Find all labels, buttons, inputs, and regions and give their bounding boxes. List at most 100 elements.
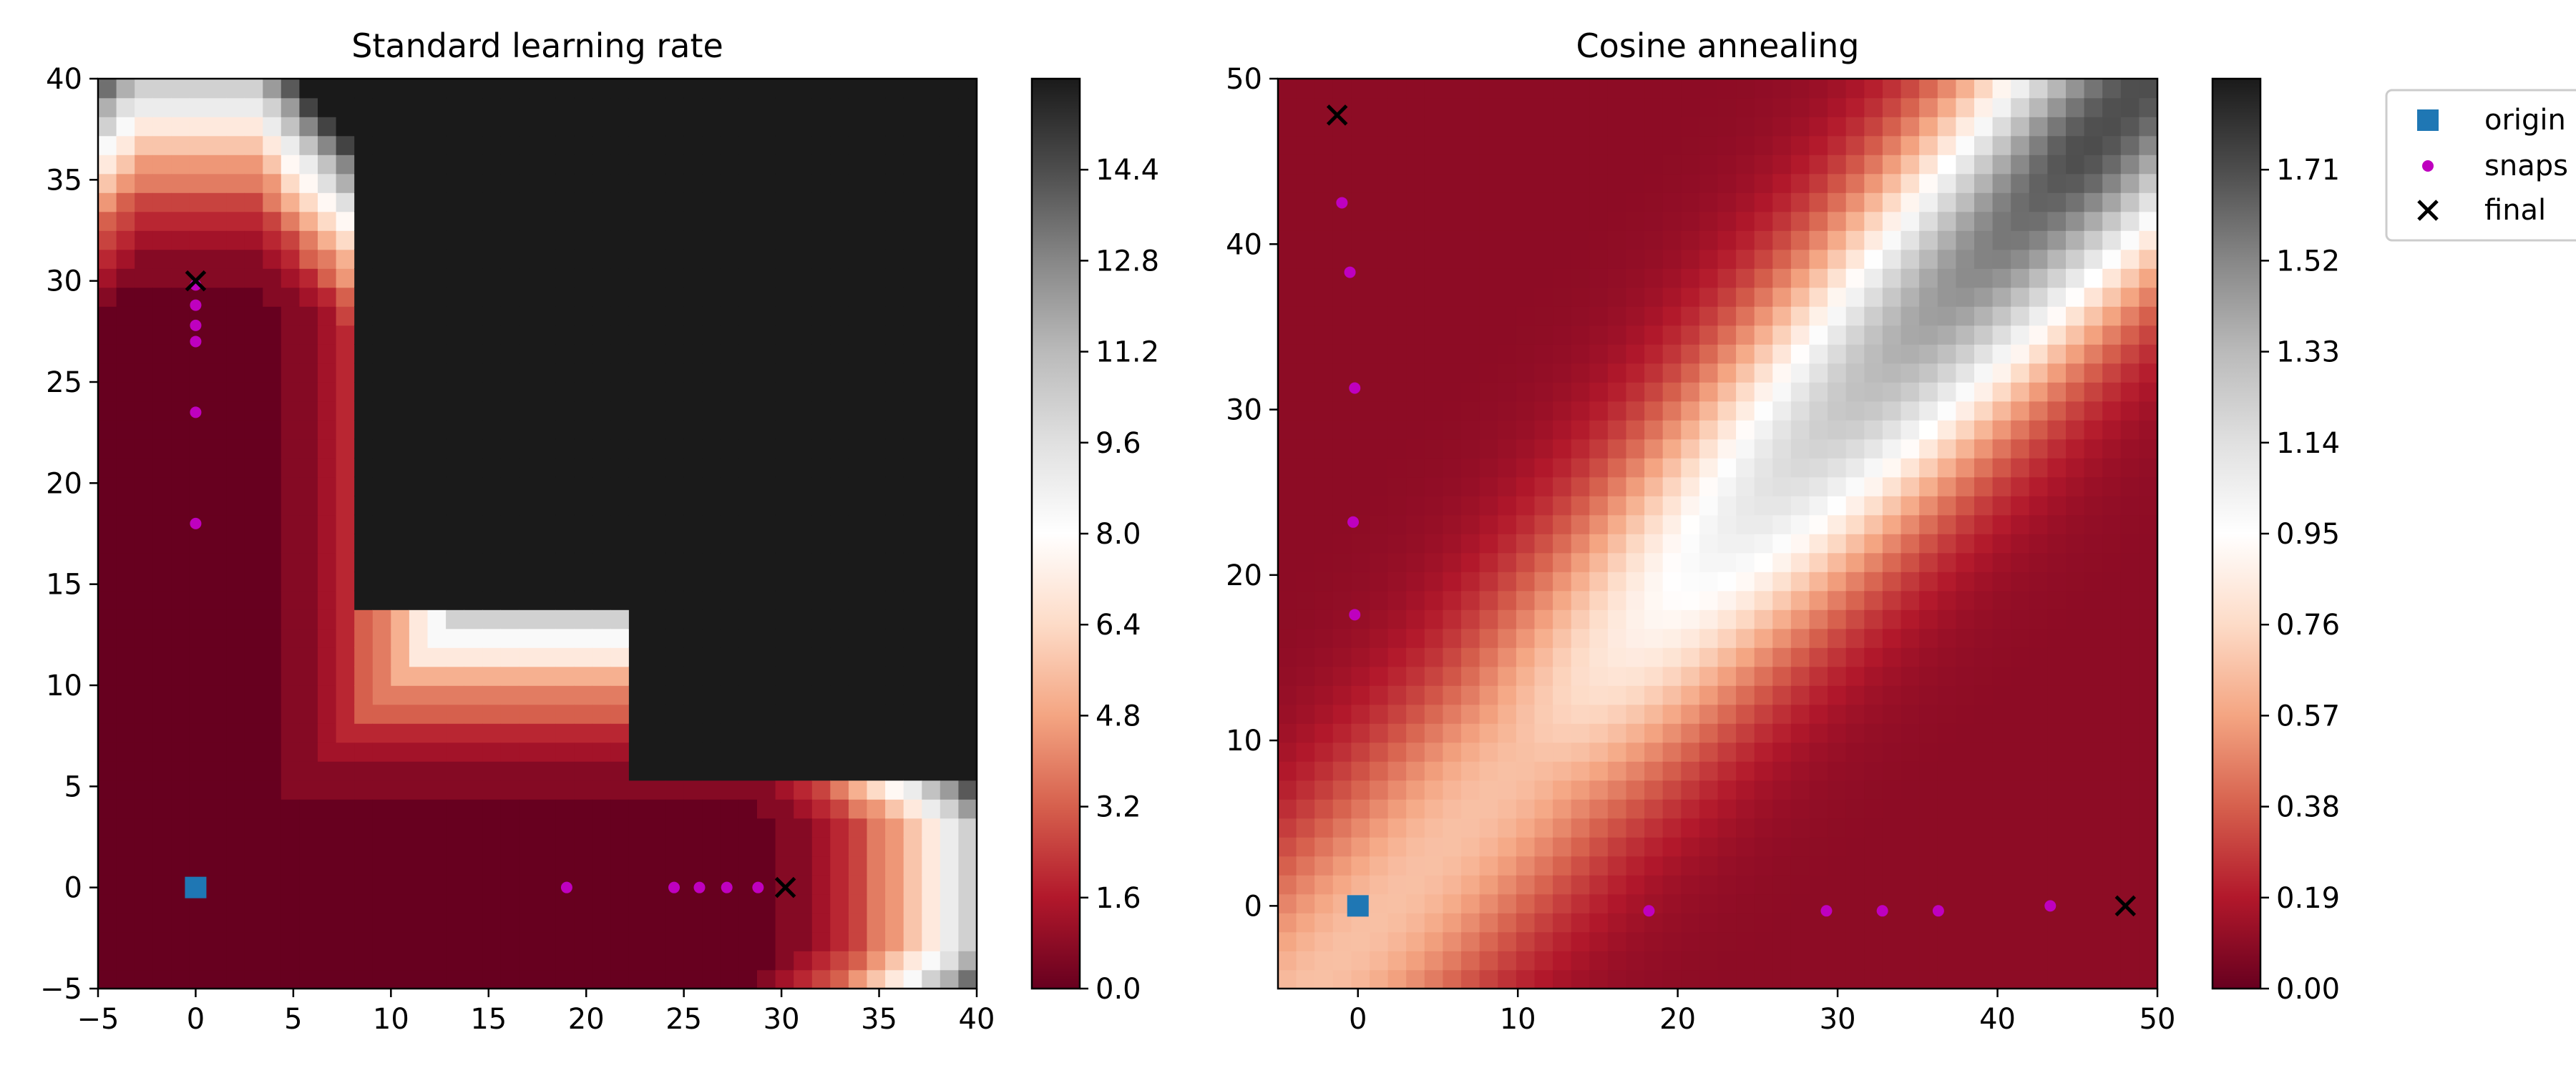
heatmap-cell (2139, 572, 2157, 592)
heatmap-cell (1736, 420, 1755, 440)
heatmap-cell (391, 742, 410, 762)
heatmap-cell (775, 761, 794, 781)
heatmap-cell (1461, 590, 1480, 610)
heatmap-cell (2047, 211, 2067, 231)
heatmap-cell (2029, 438, 2049, 459)
heatmap-cell (1424, 420, 1444, 440)
heatmap-cell (1479, 173, 1498, 193)
heatmap-cell (1314, 951, 1334, 971)
heatmap-cell (2084, 173, 2103, 193)
heatmap-cell (263, 742, 282, 762)
marker-snaps (190, 335, 202, 348)
heatmap-cell (2047, 761, 2067, 781)
heatmap-cell (738, 609, 758, 629)
heatmap-cell (1406, 799, 1425, 819)
heatmap-cell (2066, 496, 2085, 516)
heatmap-cell (794, 249, 813, 269)
heatmap-cell (867, 780, 886, 800)
heatmap-cell (98, 476, 117, 496)
heatmap-cell (1424, 647, 1444, 667)
heatmap-cell (794, 306, 813, 326)
heatmap-cell (1736, 249, 1755, 269)
heatmap-cell (1772, 837, 1792, 857)
heatmap-cell (2102, 514, 2122, 534)
heatmap-cell (1772, 420, 1792, 440)
heatmap-cell (354, 135, 374, 155)
heatmap-cell (940, 969, 960, 989)
heatmap-cell (1644, 685, 1664, 705)
legend-entry-snaps: snaps (2422, 150, 2568, 182)
heatmap-cell (1717, 685, 1737, 705)
heatmap-cell (940, 382, 960, 402)
heatmap-cell (171, 135, 190, 155)
heatmap-cell (1589, 818, 1609, 838)
heatmap-cell (830, 476, 849, 496)
colorbar-tick-label: 0.0 (1096, 973, 1141, 1006)
heatmap-cell (1461, 628, 1480, 648)
heatmap-cell (1370, 401, 1389, 421)
heatmap-cell (1296, 306, 1315, 326)
heatmap-cell (1681, 249, 1700, 269)
heatmap-cell (116, 249, 135, 269)
heatmap-cell (208, 382, 227, 402)
heatmap-cell (244, 534, 264, 554)
heatmap-cell (1662, 799, 1682, 819)
heatmap-cell (628, 931, 648, 951)
heatmap-cell (1571, 647, 1591, 667)
heatmap-cell (1699, 135, 1719, 155)
heatmap-cell (1626, 476, 1645, 496)
heatmap-cell (1681, 438, 1700, 459)
heatmap-cell (848, 476, 868, 496)
heatmap-cell (1498, 552, 1517, 572)
heatmap-cell (592, 496, 612, 516)
heatmap-cell (318, 590, 337, 610)
heatmap-cell (1809, 818, 1828, 838)
heatmap-cell (922, 97, 941, 117)
heatmap-cell (592, 780, 612, 800)
heatmap-cell (1387, 552, 1407, 572)
heatmap-cell (867, 742, 886, 762)
heatmap-cell (1992, 647, 2011, 667)
heatmap-cell (446, 382, 465, 402)
heatmap-cell (1589, 609, 1609, 629)
heatmap-cell (574, 363, 593, 383)
heatmap-cell (940, 893, 960, 913)
heatmap-cell (1498, 590, 1517, 610)
heatmap-cell (409, 135, 429, 155)
heatmap-cell (500, 173, 520, 193)
heatmap-cell (318, 458, 337, 478)
heatmap-cell (610, 97, 630, 117)
heatmap-cell (354, 287, 374, 307)
heatmap-cell (152, 438, 172, 459)
heatmap-field (98, 79, 977, 989)
heatmap-cell (1736, 647, 1755, 667)
heatmap-cell (519, 685, 538, 705)
heatmap-cell (263, 249, 282, 269)
heatmap-cell (885, 534, 904, 554)
heatmap-cell (720, 363, 740, 383)
heatmap-cell (775, 552, 794, 572)
heatmap-cell (280, 249, 301, 269)
heatmap-cell (1332, 799, 1352, 819)
heatmap-cell (903, 666, 923, 686)
heatmap-cell (354, 761, 374, 781)
heatmap-cell (1754, 590, 1774, 610)
heatmap-cell (1736, 685, 1755, 705)
heatmap-cell (1332, 344, 1352, 364)
heatmap-cell (1626, 268, 1645, 288)
heatmap-cell (628, 363, 648, 383)
heatmap-cell (1607, 287, 1627, 307)
heatmap-cell (610, 609, 630, 629)
heatmap-cell (1882, 609, 1902, 629)
heatmap-cell (2047, 401, 2067, 421)
heatmap-cell (2011, 875, 2030, 895)
heatmap-cell (446, 837, 465, 857)
heatmap-cell (464, 780, 484, 800)
heatmap-cell (1370, 306, 1389, 326)
heatmap-cell (940, 856, 960, 876)
heatmap-cell (1919, 742, 1938, 762)
heatmap-cell (519, 951, 538, 971)
heatmap-cell (1461, 761, 1480, 781)
heatmap-cell (2084, 704, 2103, 724)
heatmap-cell (1974, 913, 1994, 933)
